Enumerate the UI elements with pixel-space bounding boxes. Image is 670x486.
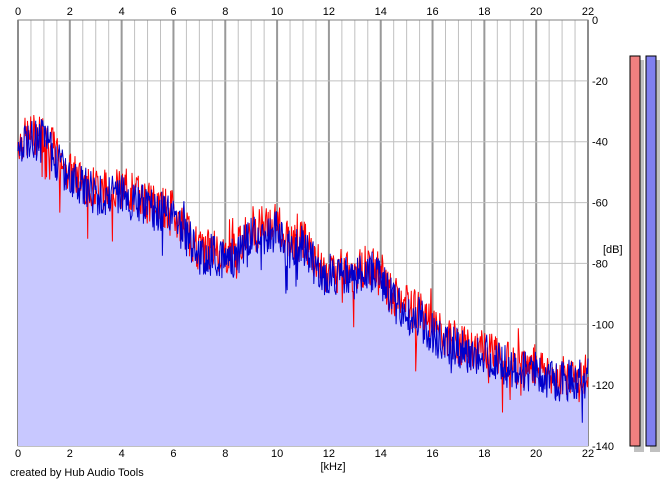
x-tick-label-top: 10 (271, 6, 283, 18)
footer-credit: created by Hub Audio Tools (10, 467, 144, 479)
y-tick-label: -80 (592, 258, 608, 270)
spectrum-fill-area (18, 115, 588, 446)
y-tick-label: -20 (592, 76, 608, 88)
x-tick-label-top: 16 (426, 6, 438, 18)
y-tick-label: -140 (592, 441, 614, 453)
y-axis-label: [dB] (603, 244, 623, 256)
y-tick-label: 0 (592, 15, 598, 27)
x-tick-label-bottom: 2 (67, 448, 73, 460)
x-tick-label-bottom: 22 (582, 448, 594, 460)
x-tick-label-bottom: 6 (170, 448, 176, 460)
spectrum-series (17, 114, 589, 423)
y-tick-label: -100 (592, 319, 614, 331)
x-tick-label-top: 20 (530, 6, 542, 18)
x-tick-label-bottom: 16 (426, 448, 438, 460)
x-tick-label-top: 14 (375, 6, 387, 18)
x-tick-label-top: 22 (582, 6, 594, 18)
x-tick-label-top: 6 (170, 6, 176, 18)
x-axis-label: [kHz] (320, 461, 345, 473)
tick-labels: 002244668810101212141416161818202022220-… (15, 6, 614, 460)
x-tick-label-top: 4 (119, 6, 125, 18)
x-tick-label-bottom: 14 (375, 448, 387, 460)
x-tick-label-top: 0 (15, 6, 21, 18)
meter-left (629, 55, 641, 447)
x-tick-label-top: 18 (478, 6, 490, 18)
x-tick-label-bottom: 12 (323, 448, 335, 460)
level-meters (629, 55, 660, 452)
x-tick-label-top: 2 (67, 6, 73, 18)
meter-right (645, 55, 657, 447)
x-tick-label-top: 8 (222, 6, 228, 18)
y-tick-label: -120 (592, 380, 614, 392)
x-tick-label-bottom: 18 (478, 448, 490, 460)
x-tick-label-bottom: 0 (15, 448, 21, 460)
series-line-blue (17, 119, 589, 423)
x-tick-label-bottom: 8 (222, 448, 228, 460)
x-tick-label-bottom: 10 (271, 448, 283, 460)
x-tick-label-top: 12 (323, 6, 335, 18)
y-tick-label: -60 (592, 198, 608, 210)
y-tick-label: -40 (592, 137, 608, 149)
x-tick-label-bottom: 20 (530, 448, 542, 460)
x-tick-label-bottom: 4 (119, 448, 125, 460)
